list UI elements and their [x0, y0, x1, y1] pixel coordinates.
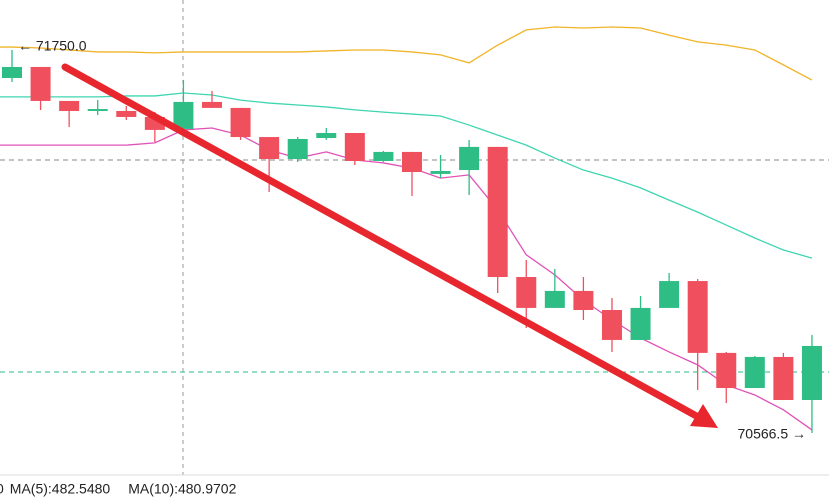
- overlay-line: [0, 26, 813, 81]
- candle-body: [516, 277, 537, 308]
- legend-entry: 0: [0, 481, 4, 497]
- candle-body: [344, 132, 365, 161]
- candle-body: [2, 66, 22, 78]
- candle-body: [659, 281, 680, 308]
- overlay-line: [0, 92, 813, 259]
- candle-body: [601, 310, 622, 340]
- legend-entry: MA(10):480.9702: [128, 481, 236, 497]
- candles: [2, 49, 822, 433]
- candle-body: [87, 109, 108, 111]
- candle-body: [544, 290, 565, 308]
- candle-body: [116, 110, 137, 117]
- candle-body: [630, 307, 651, 340]
- candle-body: [487, 146, 508, 278]
- candle-body: [173, 101, 194, 129]
- candle-body: [573, 290, 594, 311]
- max-label: ← 71750.0: [18, 38, 87, 54]
- candle-body: [316, 132, 337, 139]
- candle-body: [459, 146, 480, 171]
- legend: 0 MA(5):482.5480 MA(10):480.9702: [0, 481, 237, 497]
- candle-body: [773, 356, 794, 400]
- candle-body: [30, 66, 51, 101]
- candle-body: [716, 352, 737, 389]
- legend-entry: MA(5):482.5480: [10, 481, 111, 497]
- candle-body: [259, 137, 280, 160]
- candle-body: [401, 151, 422, 172]
- candle-body: [287, 138, 308, 160]
- trend-arrow-head: [690, 404, 718, 428]
- min-label: 70566.5 →: [738, 426, 807, 442]
- candle-body: [801, 345, 822, 400]
- candle-body: [230, 107, 251, 138]
- candle-body: [744, 356, 765, 389]
- candle-body: [687, 281, 708, 353]
- candle-body: [430, 171, 451, 174]
- trend-arrow: [61, 63, 704, 422]
- candle-body: [373, 151, 394, 161]
- overlay-lines: [0, 26, 813, 431]
- overlay-line: [0, 127, 813, 431]
- candle-body: [201, 101, 222, 108]
- candle-body: [59, 100, 80, 111]
